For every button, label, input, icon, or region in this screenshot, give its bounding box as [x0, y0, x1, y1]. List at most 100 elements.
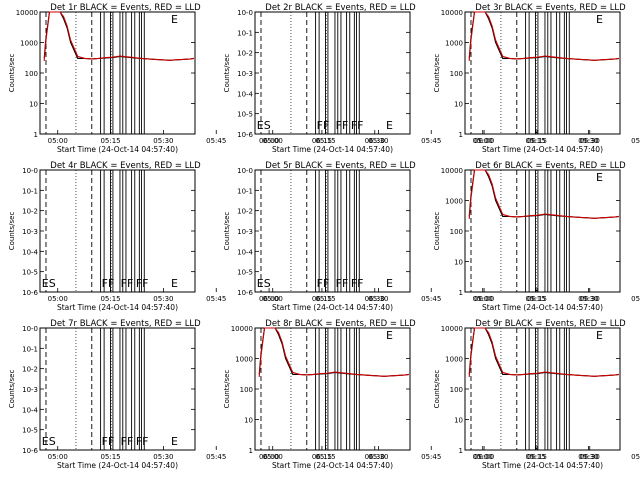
x-tick-label: 05:15	[525, 295, 545, 303]
y-tick-label: 10-3	[22, 386, 38, 394]
x-tick-label: 06:30	[580, 453, 600, 461]
y-tick-label: 1	[459, 447, 463, 455]
flare-mark-label: FF	[121, 277, 134, 290]
x-tick-label: 05:15	[315, 453, 335, 461]
plot-frame	[39, 169, 196, 293]
x-tick-label: 06:00	[474, 137, 494, 145]
panel-7: Det 7r BLACK = Events, RED = LLD 10-6 10-5…	[8, 319, 385, 470]
y-tick-label: 10	[29, 101, 38, 109]
x-tick-label: 05:45	[206, 137, 226, 145]
plot-frame	[254, 327, 411, 451]
panel-3: Det 3r BLACK = Events, RED = LLD 1 10 100 10…	[433, 3, 640, 154]
x-tick-label: 05:15	[315, 295, 335, 303]
x-tick-label: 05:45	[421, 295, 441, 303]
x-tick-label: 05:45	[631, 453, 640, 461]
y-tick-label: 10000	[441, 325, 463, 333]
plot-frame	[39, 327, 196, 451]
x-tick-label: 06:30	[365, 137, 385, 145]
panel-title: Det 1r BLACK = Events, RED = LLD	[50, 3, 201, 13]
x-tick-label: 05:15	[100, 295, 120, 303]
y-tick-label: 1	[34, 131, 38, 139]
y-axis-label: Counts/sec	[223, 212, 231, 251]
y-tick-label: 10-5	[22, 269, 38, 277]
y-tick-label: 10-5	[22, 427, 38, 435]
y-tick-label: 10-4	[237, 90, 253, 98]
x-axis-label: Start Time (24-Oct-14 04:57:40)	[57, 145, 178, 154]
panel-5: Det 5r BLACK = Events, RED = LLD 10-6 10-5…	[223, 161, 600, 312]
x-axis-label: Start Time (24-Oct-14 04:57:40)	[57, 303, 178, 312]
y-tick-label: 10-6	[22, 289, 38, 297]
flare-mark-label: E	[386, 277, 393, 290]
y-tick-label: 10-2	[237, 208, 253, 216]
x-tick-label: 06:15	[527, 295, 547, 303]
panel-6: Det 6r BLACK = Events, RED = LLD 1 10 100 10…	[433, 161, 640, 312]
y-tick-label: 100	[240, 386, 253, 394]
flare-mark-label: FF	[102, 277, 115, 290]
y-tick-label: 1000	[445, 198, 463, 206]
series-line-lld	[43, 11, 194, 61]
y-tick-label: 10-1	[22, 345, 38, 353]
x-tick-label: 05:15	[525, 137, 545, 145]
flare-mark-label: E	[596, 13, 603, 26]
flare-mark-label: E	[171, 277, 178, 290]
flare-mark-label: ES	[42, 277, 56, 290]
flare-mark-label: FF	[317, 119, 330, 132]
y-tick-label: 100	[450, 70, 463, 78]
y-tick-label: 10	[454, 101, 463, 109]
panel-title: Det 7r BLACK = Events, RED = LLD	[50, 319, 201, 329]
panel-title: Det 8r BLACK = Events, RED = LLD	[265, 319, 416, 329]
x-tick-label: 06:15	[312, 453, 332, 461]
y-tick-label: 10-2	[22, 366, 38, 374]
panel-title: Det 3r BLACK = Events, RED = LLD	[475, 3, 626, 13]
flare-mark-label: FF	[336, 277, 349, 290]
y-axis-label: Counts/sec	[8, 212, 16, 251]
y-tick-label: 10-5	[237, 111, 253, 119]
x-tick-label: 05:30	[153, 295, 173, 303]
x-axis-label: Start Time (24-Oct-14 04:57:40)	[272, 303, 393, 312]
y-tick-label: 10-0	[22, 167, 38, 175]
y-tick-label: 10000	[16, 9, 38, 17]
x-tick-label: 05:15	[525, 453, 545, 461]
x-tick-label: 06:00	[474, 295, 494, 303]
y-tick-label: 10-2	[237, 50, 253, 58]
x-tick-label: 05:45	[206, 453, 226, 461]
x-tick-label: 05:30	[578, 137, 598, 145]
y-axis-label: Counts/sec	[433, 54, 441, 93]
flare-mark-label: FF	[136, 277, 149, 290]
x-tick-label: 06:30	[580, 295, 600, 303]
x-tick-label: 05:00	[263, 137, 283, 145]
x-tick-label: 05:00	[473, 295, 493, 303]
flare-mark-label: FF	[102, 435, 115, 448]
y-tick-label: 10-3	[237, 228, 253, 236]
x-tick-label: 05:45	[631, 295, 640, 303]
flare-mark-label: E	[171, 435, 178, 448]
x-tick-label: 05:45	[421, 137, 441, 145]
panel-title: Det 5r BLACK = Events, RED = LLD	[265, 161, 416, 171]
flare-mark-label: FF	[351, 277, 364, 290]
y-tick-label: 10-1	[237, 29, 253, 37]
panel-title: Det 4r BLACK = Events, RED = LLD	[50, 161, 201, 171]
series-line-lld	[468, 327, 619, 377]
flare-mark-label: ES	[257, 277, 271, 290]
plot-frame	[464, 327, 621, 451]
x-tick-label: 06:15	[312, 295, 332, 303]
y-tick-label: 100	[450, 228, 463, 236]
x-axis-label: Start Time (24-Oct-14 04:57:40)	[272, 145, 393, 154]
y-tick-label: 100	[25, 70, 38, 78]
flare-mark-label: E	[386, 329, 393, 342]
series-line-lld	[468, 169, 619, 219]
y-tick-label: 10-0	[22, 325, 38, 333]
x-axis-label: Start Time (24-Oct-14 04:57:40)	[57, 461, 178, 470]
y-tick-label: 1	[459, 289, 463, 297]
x-tick-label: 05:00	[263, 295, 283, 303]
y-tick-label: 1000	[235, 356, 253, 364]
x-tick-label: 06:30	[580, 137, 600, 145]
y-axis-label: Counts/sec	[8, 54, 16, 93]
y-tick-label: 10-3	[22, 228, 38, 236]
y-tick-label: 10	[244, 417, 253, 425]
y-axis-label: Counts/sec	[8, 370, 16, 409]
y-tick-label: 100	[450, 386, 463, 394]
x-tick-label: 05:45	[206, 295, 226, 303]
x-tick-label: 06:15	[527, 453, 547, 461]
